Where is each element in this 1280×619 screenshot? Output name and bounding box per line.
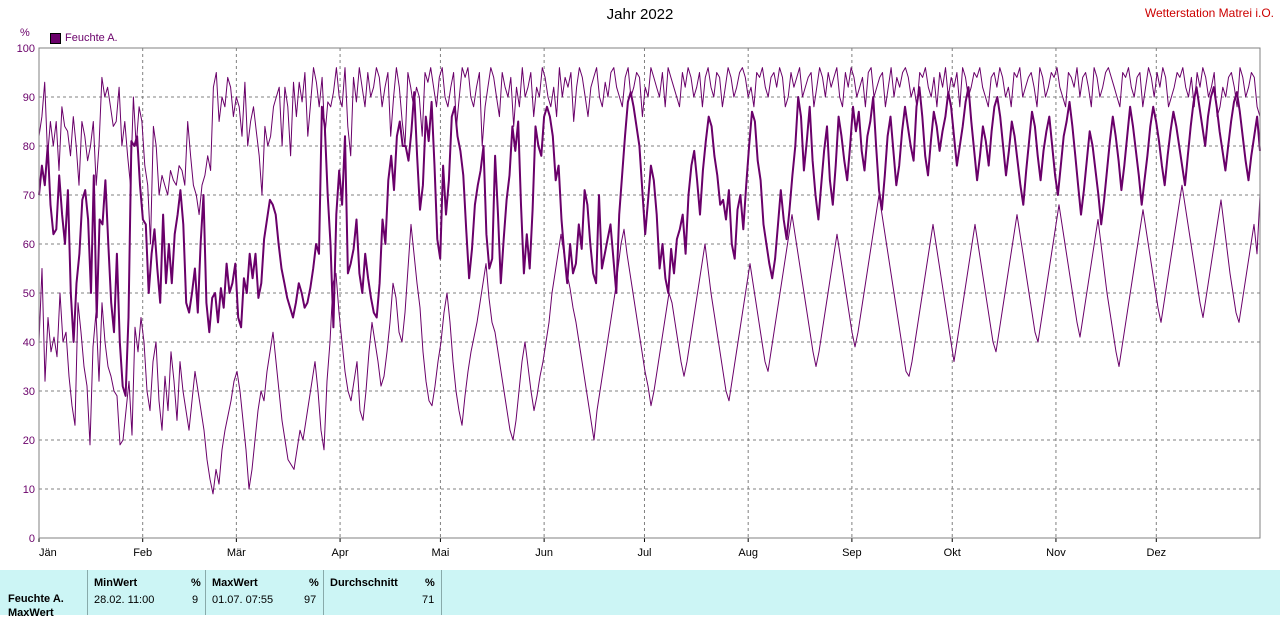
x-tick-label: Feb	[133, 547, 152, 559]
plot-frame	[38, 47, 1261, 539]
y-tick-label: 30	[23, 386, 35, 398]
y-tick-label: 80	[23, 141, 35, 153]
humidity-chart: 0 10 20 30 40 50 60 70 80 90 100 Jän Feb Mär Apr Mai Ju…	[17, 43, 1261, 559]
legend-swatch	[50, 32, 61, 44]
stats-min-header: MinWert	[94, 577, 138, 589]
y-tick-label: 100	[17, 43, 35, 55]
chart-grid	[39, 48, 1260, 538]
y-tick-label: 70	[23, 190, 35, 202]
stats-max-value: 97	[304, 594, 317, 606]
x-axis-ticks: Jän Feb Mär Apr Mai Jun Jul Aug Sep Okt Nov Dez	[38, 538, 1167, 559]
x-tick-label: Sep	[842, 547, 862, 559]
legend-label: Feuchte A.	[65, 32, 118, 44]
y-tick-label: 10	[23, 484, 35, 496]
series-lines	[38, 67, 1261, 495]
stats-min-cell: MinWert % 28.02. 11:00 9	[87, 570, 206, 615]
x-tick-label: Okt	[944, 547, 961, 559]
station-name: Wetterstation Matrei i.O.	[1144, 6, 1274, 20]
stats-min-datetime: 28.02. 11:00	[94, 594, 155, 606]
x-tick-label: Mai	[432, 547, 450, 559]
y-tick-label: 20	[23, 435, 35, 447]
y-tick-label: 60	[23, 239, 35, 251]
stats-row-label-2: MaxWert	[8, 607, 54, 619]
y-tick-label: 0	[29, 533, 35, 545]
stats-avg-value: 71	[422, 594, 435, 606]
stats-avg-header: Durchschnitt	[330, 577, 398, 589]
x-tick-label: Jän	[39, 547, 57, 559]
x-tick-label: Jun	[535, 547, 553, 559]
stats-max-cell: MaxWert % 01.07. 07:55 97	[205, 570, 324, 615]
legend: Feuchte A.	[50, 32, 118, 44]
x-tick-label: Apr	[332, 547, 349, 559]
stats-panel: Feuchte A. MaxWert MinWert % 28.02. 11:0…	[0, 570, 1280, 619]
stats-row-label: Feuchte A.	[8, 593, 64, 605]
x-tick-label: Aug	[738, 547, 758, 559]
y-tick-label: 40	[23, 337, 35, 349]
x-tick-label: Jul	[637, 547, 651, 559]
stats-max-header: MaxWert	[212, 577, 258, 589]
chart-title: Jahr 2022	[606, 6, 674, 23]
stats-min-unit: %	[191, 577, 201, 589]
series-line-max	[38, 67, 1261, 245]
x-tick-label: Mär	[227, 547, 246, 559]
stats-avg-cell: Durchschnitt % 71	[323, 570, 442, 615]
stats-max-datetime: 01.07. 07:55	[212, 594, 274, 606]
stats-avg-unit: %	[425, 577, 435, 589]
y-tick-label: 90	[23, 92, 35, 104]
stats-max-unit: %	[309, 577, 319, 589]
y-axis-unit: %	[20, 27, 30, 39]
stats-min-value: 9	[192, 594, 199, 606]
y-axis-ticks: 0 10 20 30 40 50 60 70 80 90 100	[17, 43, 35, 545]
y-tick-label: 50	[23, 288, 35, 300]
stats-separator	[441, 570, 442, 615]
x-tick-label: Dez	[1147, 547, 1167, 559]
x-tick-label: Nov	[1046, 547, 1066, 559]
series-line-mean	[38, 86, 1261, 397]
series-line-min	[38, 184, 1261, 495]
